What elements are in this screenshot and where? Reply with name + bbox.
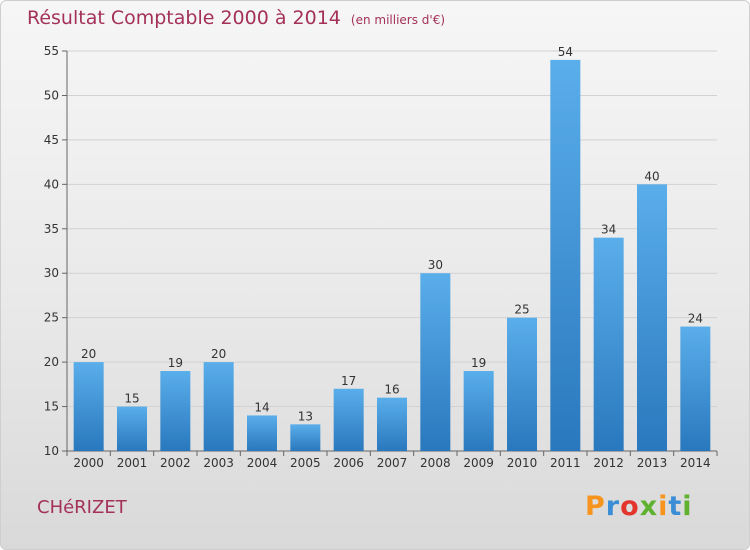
logo-letter: x — [639, 491, 659, 522]
x-tick-label: 2010 — [507, 456, 538, 470]
chart-unit: (en milliers d'€) — [350, 13, 446, 27]
logo-letter: i — [682, 491, 693, 522]
y-tick-label: 10 — [44, 444, 59, 458]
bar — [203, 362, 234, 451]
bar — [117, 406, 147, 451]
x-tick-label: 2012 — [593, 456, 624, 470]
bars — [73, 59, 711, 452]
logo-letter: o — [620, 491, 640, 522]
x-tick-label: 2004 — [247, 456, 278, 470]
logo-letter: P — [585, 491, 606, 522]
y-tick-label: 20 — [44, 355, 59, 369]
bar — [160, 371, 191, 451]
bar-value-label: 24 — [688, 312, 703, 326]
bar-value-label: 13 — [298, 409, 313, 423]
x-tick-label: 2002 — [160, 456, 191, 470]
bar — [73, 362, 104, 451]
y-tick-label: 45 — [44, 133, 59, 147]
x-tick-label: 2011 — [550, 456, 581, 470]
y-tick-label: 50 — [44, 88, 59, 102]
y-tick-label: 25 — [44, 311, 59, 325]
x-tick-label: 2009 — [463, 456, 494, 470]
proxiti-logo[interactable]: Proxiti — [585, 491, 693, 522]
y-tick-label: 35 — [44, 222, 59, 236]
bar — [420, 273, 451, 451]
bar-value-label: 14 — [254, 400, 269, 414]
bar — [637, 184, 667, 452]
y-tick-label: 40 — [44, 177, 59, 191]
logo-letter: t — [668, 491, 683, 522]
bar-value-label: 16 — [384, 383, 399, 397]
chart-title: Résultat Comptable 2000 à 2014 (en millie… — [27, 7, 445, 29]
bar — [290, 424, 321, 451]
x-tick-label: 2014 — [680, 456, 711, 470]
bar — [593, 237, 624, 451]
logo-letter: i — [658, 491, 669, 522]
bar-value-label: 40 — [644, 169, 659, 183]
x-tick-label: 2007 — [377, 456, 408, 470]
y-tick-label: 55 — [44, 44, 59, 58]
x-tick-label: 2008 — [420, 456, 451, 470]
chart-title-text: Résultat Comptable 2000 à 2014 — [27, 7, 341, 29]
x-tick-label: 2001 — [117, 456, 148, 470]
bar-value-label: 20 — [211, 347, 226, 361]
bar-value-label: 30 — [428, 258, 443, 272]
y-tick-label: 15 — [44, 400, 59, 414]
bar-value-label: 34 — [601, 223, 616, 237]
x-tick-label: 2006 — [333, 456, 364, 470]
bar-value-label: 25 — [514, 303, 529, 317]
y-tick-label: 30 — [44, 266, 59, 280]
bar-value-label: 20 — [81, 347, 96, 361]
bar — [463, 371, 494, 451]
location-name: CHéRIZET — [37, 497, 127, 518]
x-tick-label: 2005 — [290, 456, 321, 470]
bar-value-label: 15 — [124, 392, 139, 406]
x-tick-label: 2000 — [73, 456, 104, 470]
bar — [680, 326, 711, 451]
bar — [247, 415, 277, 451]
bar — [550, 59, 581, 452]
bar — [333, 388, 364, 451]
bar — [507, 317, 537, 451]
bar-value-label: 54 — [558, 45, 573, 59]
data-labels: 20 15 19 20 14 13 17 16 30 19 25 54 34 40 24 — [81, 45, 703, 423]
bar-value-label: 19 — [471, 356, 486, 370]
logo-letter: r — [605, 491, 621, 522]
bar — [377, 397, 407, 451]
x-tick-label: 2003 — [203, 456, 234, 470]
bar-value-label: 17 — [341, 374, 356, 388]
x-tick-label: 2013 — [637, 456, 668, 470]
bar-value-label: 19 — [168, 356, 183, 370]
